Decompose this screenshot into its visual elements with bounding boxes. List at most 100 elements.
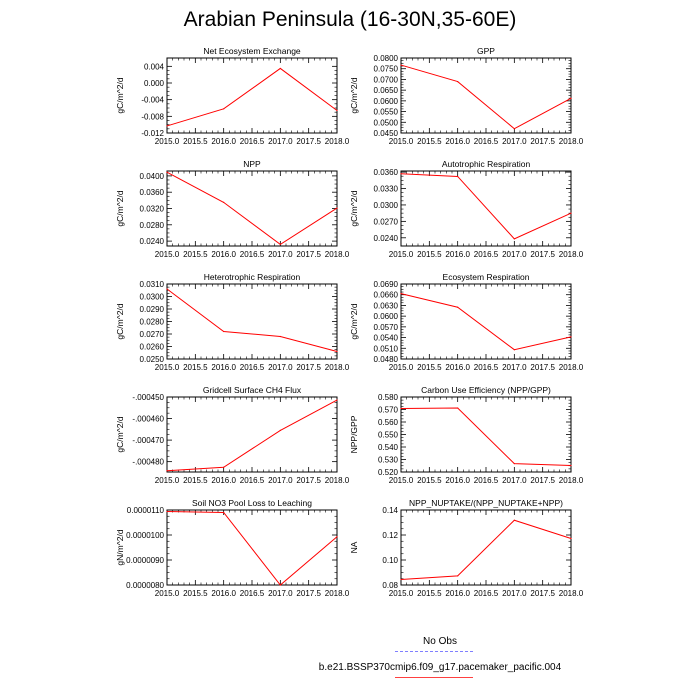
y-axis-label: NA: [349, 541, 359, 553]
x-tick-label: 2017.0: [268, 589, 293, 598]
x-tick-label: 2015.0: [155, 589, 180, 598]
x-tick-label: 2016.5: [240, 589, 265, 598]
x-tick-label: 2016.5: [240, 476, 265, 485]
y-tick-label: 0.0550: [374, 108, 399, 117]
y-tick-label: 0.0240: [140, 237, 165, 246]
data-point: [400, 407, 402, 410]
plot-frame: [166, 57, 338, 134]
y-tick-label: 0.0000100: [126, 531, 164, 540]
legend-entry-model: b.e21.BSSP370cmip6.f09_g17.pacemaker_pac…: [290, 662, 590, 688]
panel-title: Soil NO3 Pool Loss to Leaching: [192, 498, 312, 508]
series-line: [400, 293, 572, 351]
x-tick-label: 2015.5: [183, 589, 208, 598]
y-axis-label: gN/m^2/d: [115, 529, 125, 565]
series-line: [400, 407, 572, 466]
y-tick-label: -.000470: [132, 436, 164, 445]
x-tick-label: 2015.0: [389, 589, 414, 598]
plot-frame: [166, 283, 338, 360]
x-tick-label: 2016.5: [474, 589, 499, 598]
x-tick-label: 2018.0: [325, 250, 350, 259]
x-tick-label: 2017.5: [530, 250, 555, 259]
data-point: [400, 64, 402, 66]
data-point: [336, 207, 338, 209]
x-tick-label: 2015.0: [389, 137, 414, 146]
legend-model-label: b.e21.BSSP370cmip6.f09_g17.pacemaker_pac…: [318, 662, 562, 673]
y-tick-label: 0.0660: [374, 291, 399, 300]
series-line: [166, 67, 338, 127]
x-tick-label: 2016.0: [445, 363, 470, 372]
x-tick-label: 2016.5: [474, 363, 499, 372]
y-tick-label: 0.0480: [374, 355, 399, 364]
y-tick-label: 0.0000110: [127, 506, 165, 515]
y-tick-label: 0.550: [378, 431, 399, 440]
y-tick-label: 0.0360: [374, 168, 399, 177]
y-tick-label: 0.0300: [374, 201, 399, 210]
y-tick-label: 0.0570: [374, 323, 399, 332]
data-point: [166, 510, 168, 513]
panel-2: NPP 2015.0 2015.5 2016.0 2016.5 2017.0 2017.5 2…: [115, 159, 350, 259]
y-tick-label: 0.0700: [374, 75, 399, 84]
y-axis-label: gC/m^2/d: [115, 303, 125, 339]
y-tick-label: 0.0280: [140, 318, 165, 327]
x-tick-label: 2016.0: [211, 363, 236, 372]
x-tick-label: 2018.0: [325, 137, 350, 146]
panel-title: NPP: [243, 159, 261, 169]
panel-9: NPP_NUPTAKE/(NPP_NUPTAKE+NPP) 2015.0 2015.…: [349, 498, 584, 598]
y-tick-label: 0.0330: [374, 185, 399, 194]
data-point: [513, 128, 515, 130]
series-line: [166, 399, 338, 472]
y-tick-label: 0.0450: [374, 129, 399, 138]
y-axis-label: gC/m^2/d: [115, 416, 125, 452]
x-tick-label: 2016.0: [211, 250, 236, 259]
y-tick-label: 0.0800: [374, 54, 399, 63]
series-line: [166, 288, 338, 352]
data-point: [336, 536, 338, 538]
x-tick-label: 2017.0: [502, 476, 527, 485]
y-tick-label: 0.0320: [140, 205, 165, 214]
y-tick-label: 0.12: [382, 531, 398, 540]
x-tick-label: 2015.0: [389, 363, 414, 372]
x-tick-label: 2017.5: [296, 589, 321, 598]
y-tick-label: 0.560: [378, 418, 399, 427]
x-tick-label: 2016.5: [474, 137, 499, 146]
y-tick-label: -0.008: [141, 112, 164, 121]
y-tick-label: 0.530: [378, 456, 399, 465]
x-tick-label: 2017.0: [268, 476, 293, 485]
y-tick-label: -.000480: [132, 458, 164, 467]
legend-entry-obs: No Obs: [290, 636, 590, 662]
x-tick-label: 2015.0: [155, 137, 180, 146]
y-axis-label: NPP/GPP: [349, 415, 359, 453]
data-point: [336, 350, 338, 353]
data-point: [513, 349, 515, 351]
y-tick-label: 0.0510: [374, 344, 399, 353]
x-tick-label: 2017.0: [268, 137, 293, 146]
x-tick-label: 2018.0: [325, 363, 350, 372]
y-axis-label: gC/m^2/d: [349, 77, 359, 113]
panel-title: Carbon Use Efficiency (NPP/GPP): [421, 385, 551, 395]
x-tick-label: 2017.0: [502, 250, 527, 259]
x-tick-label: 2018.0: [325, 589, 350, 598]
x-tick-label: 2015.5: [183, 137, 208, 146]
x-tick-label: 2016.0: [445, 250, 470, 259]
y-tick-label: 0.570: [378, 406, 399, 415]
data-point: [513, 519, 515, 521]
data-point: [279, 67, 281, 70]
x-tick-label: 2016.0: [445, 476, 470, 485]
x-tick-label: 2017.0: [502, 137, 527, 146]
data-point: [570, 97, 572, 99]
y-tick-label: 0.0250: [140, 355, 165, 364]
x-tick-label: 2017.5: [296, 476, 321, 485]
y-tick-label: 0.0500: [374, 118, 399, 127]
plot-frame: [166, 396, 338, 473]
panel-1: GPP 2015.0 2015.5 2016.0 2016.5 2017.0 2017.5 2…: [349, 46, 584, 146]
x-tick-label: 2015.5: [417, 476, 442, 485]
y-tick-label: 0.0290: [140, 305, 165, 314]
data-point: [336, 399, 338, 401]
data-point: [166, 470, 168, 472]
y-tick-label: 0.0540: [374, 334, 399, 343]
x-tick-label: 2017.5: [530, 363, 555, 372]
x-tick-label: 2016.0: [211, 137, 236, 146]
x-tick-label: 2015.0: [155, 476, 180, 485]
y-tick-label: 0.0600: [374, 97, 399, 106]
